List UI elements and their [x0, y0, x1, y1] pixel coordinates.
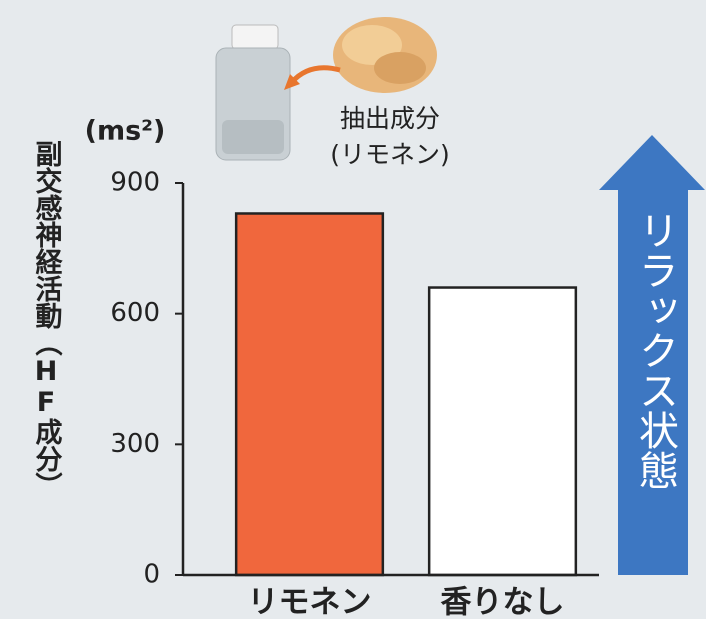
- bar: [427, 286, 578, 577]
- y-tick-label: 900: [110, 168, 160, 198]
- y-tick-label: 300: [110, 429, 160, 459]
- bar: [234, 212, 385, 577]
- annotation: (リモネン): [330, 140, 450, 169]
- vial-illustration: [215, 24, 291, 161]
- flakes-illustration: [333, 17, 437, 93]
- pointer-arrow-head: [284, 74, 300, 90]
- relax-arrow: [599, 135, 705, 575]
- pointer-arrow: [290, 65, 341, 84]
- x-tick-label: 香りなし: [441, 585, 565, 619]
- annotation: 抽出成分: [340, 104, 440, 133]
- y-tick-label: 0: [143, 560, 160, 590]
- unit-label: (ms²): [85, 116, 166, 147]
- y-axis-label: 副交感神経活動（HF成分）: [31, 140, 63, 499]
- y-tick-label: 600: [110, 298, 160, 328]
- x-tick-label: リモネン: [248, 585, 372, 619]
- arrow-label: リラックス状態: [632, 210, 678, 490]
